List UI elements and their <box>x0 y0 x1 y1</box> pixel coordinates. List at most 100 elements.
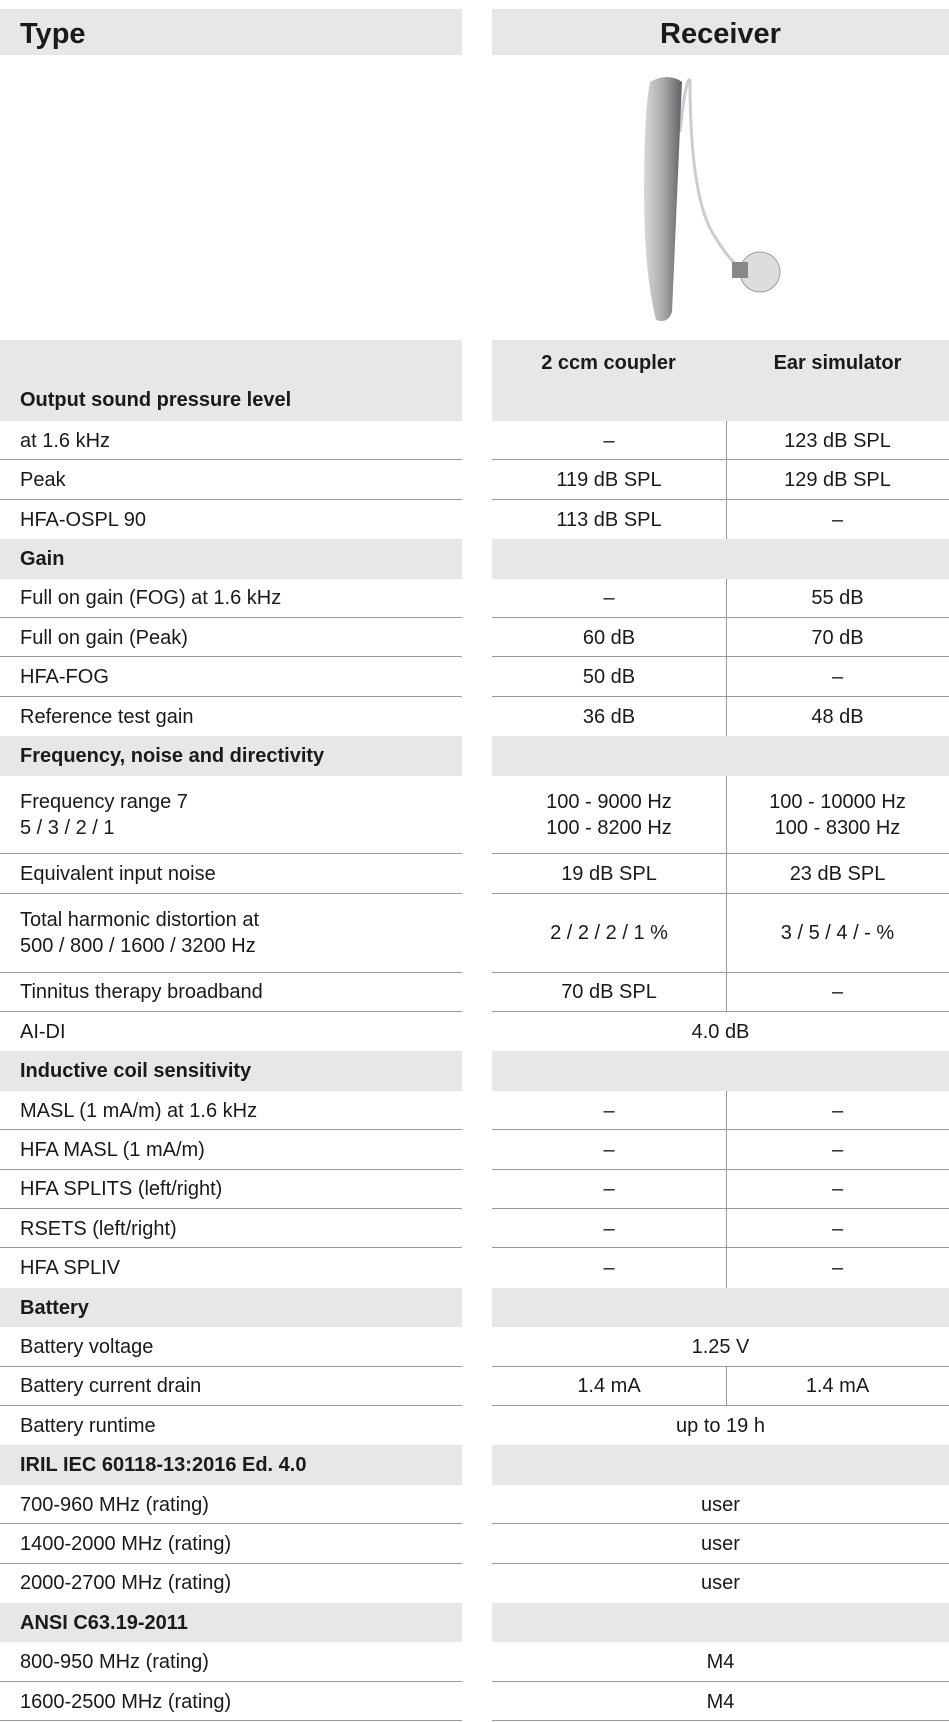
row-border <box>0 695 462 697</box>
cell-value: – <box>603 1138 615 1161</box>
section-title: IRIL IEC 60118-13:2016 Ed. 4.0 <box>20 1454 307 1477</box>
row-border <box>492 459 949 461</box>
column-header: Ear simulator <box>773 352 902 374</box>
cell-value: – <box>603 1099 615 1122</box>
section-bg <box>0 736 462 776</box>
row-label: 800-950 MHz (rating) <box>20 1651 209 1674</box>
column-divider <box>726 618 727 658</box>
cell-value: 55 dB <box>811 587 864 610</box>
cell-value: – <box>603 1178 615 1201</box>
row-label: at 1.6 kHz <box>20 429 111 452</box>
cell-value: – <box>603 587 615 610</box>
section-title: Battery <box>20 1296 89 1319</box>
cell-value: M4 <box>706 1690 735 1713</box>
row-border <box>0 1562 462 1564</box>
row-label: Peak <box>20 469 66 492</box>
row-border <box>0 1405 462 1406</box>
row-label: 700-960 MHz (rating) <box>20 1493 209 1516</box>
cell-value: – <box>831 666 844 689</box>
subheader-bg <box>492 340 949 421</box>
cell-value: 50 dB <box>582 666 636 689</box>
row-border <box>0 853 462 855</box>
cell-value: 123 dB SPL <box>784 429 891 452</box>
device-image <box>644 77 781 321</box>
row-label: Total harmonic distortion at <box>20 909 260 932</box>
row-border <box>492 695 949 697</box>
row-label: Battery voltage <box>20 1335 154 1358</box>
row-label: HFA-OSPL 90 <box>20 508 146 531</box>
column-divider <box>726 1090 727 1131</box>
receiver-header: Receiver <box>660 18 781 50</box>
section-bg <box>0 1603 462 1643</box>
row-border <box>0 1129 462 1131</box>
row-label: AI-DI <box>20 1020 66 1043</box>
column-divider <box>726 499 727 540</box>
cell-value: – <box>831 1217 844 1240</box>
row-border <box>492 1129 949 1131</box>
row-border <box>492 892 949 894</box>
row-border <box>0 1523 462 1525</box>
row-border <box>0 498 462 500</box>
row-label: 1400-2000 MHz (rating) <box>20 1532 232 1555</box>
cell-value: 2 / 2 / 2 / 1 % <box>550 922 668 945</box>
row-border <box>492 1405 949 1406</box>
section-bg <box>0 1051 462 1091</box>
row-border <box>492 1168 949 1170</box>
section-bg <box>492 1445 949 1485</box>
row-border <box>492 617 949 618</box>
row-border <box>492 656 949 658</box>
row-border <box>0 1365 462 1367</box>
row-label: MASL (1 mA/m) at 1.6 kHz <box>20 1099 258 1122</box>
cell-value: 19 dB SPL <box>561 863 657 886</box>
row-label: 500 / 800 / 1600 / 3200 Hz <box>20 935 256 958</box>
section-title: ANSI C63.19-2011 <box>20 1612 188 1634</box>
row-label: Frequency range 7 <box>20 791 188 813</box>
row-border <box>0 1168 462 1170</box>
cell-value: user <box>701 1572 740 1595</box>
cell-value: 100 - 8200 Hz <box>546 817 672 839</box>
section-bg <box>492 1051 949 1091</box>
row-border <box>0 1208 462 1209</box>
header-bg <box>0 9 462 55</box>
cell-value: 23 dB SPL <box>789 863 886 886</box>
row-border <box>492 1720 949 1722</box>
cell-value: – <box>831 1138 844 1161</box>
section-title: Frequency, noise and directivity <box>20 745 325 768</box>
column-divider <box>726 1209 727 1249</box>
column-divider <box>726 972 727 1012</box>
cell-value: – <box>603 1257 615 1280</box>
row-border <box>492 1208 949 1209</box>
section-bg <box>492 736 949 776</box>
row-label: Full on gain (Peak) <box>20 626 188 649</box>
row-label: Battery runtime <box>20 1414 156 1437</box>
row-border <box>0 1011 462 1012</box>
row-border <box>0 1247 462 1249</box>
row-border <box>0 1680 462 1682</box>
section-title: Output sound pressure level <box>20 389 292 411</box>
section-bg <box>0 1445 462 1485</box>
row-label: Full on gain (FOG) at 1.6 kHz <box>20 587 282 610</box>
row-border <box>492 971 949 973</box>
row-border <box>0 656 462 658</box>
section-title: Inductive coil sensitivity <box>20 1060 252 1083</box>
cell-value: 113 dB SPL <box>556 508 662 531</box>
cell-value: M4 <box>706 1651 735 1674</box>
cell-value: 119 dB SPL <box>556 469 662 492</box>
cell-value: – <box>831 508 844 531</box>
row-label: HFA-FOG <box>20 666 109 689</box>
column-divider <box>726 775 727 855</box>
cell-value: 48 dB <box>811 705 864 728</box>
row-label: HFA SPLITS (left/right) <box>20 1178 223 1201</box>
column-divider <box>726 893 727 973</box>
row-border <box>0 617 462 618</box>
cell-value: 3 / 5 / 4 / - % <box>780 922 895 945</box>
cell-value: 1.25 V <box>691 1335 750 1358</box>
cell-value: – <box>603 1217 615 1240</box>
section-title: Gain <box>20 548 65 571</box>
column-divider <box>726 421 727 461</box>
row-border <box>492 1562 949 1564</box>
row-border <box>0 971 462 973</box>
column-divider <box>726 1248 727 1288</box>
row-border <box>492 1247 949 1249</box>
